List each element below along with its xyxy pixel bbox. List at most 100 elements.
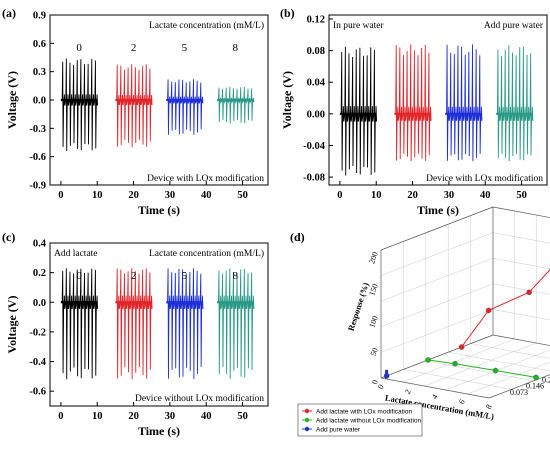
z-tick-label: 50 — [369, 347, 380, 358]
y-tick-label: 0.12 — [307, 14, 325, 25]
annotation-text: Device with LOx modification — [147, 173, 264, 184]
y-tick-label: 0.04 — [307, 78, 326, 89]
panel-label-c: (c) — [2, 230, 15, 244]
y-tick-label: 0.219 — [542, 376, 550, 385]
box-edge — [492, 206, 550, 218]
series-group — [425, 357, 539, 381]
data-point — [452, 360, 458, 367]
voltage-trace — [217, 268, 255, 380]
y-axis-label: Voltage (V) — [5, 296, 19, 354]
group-label: 0 — [76, 270, 82, 282]
trace-group — [60, 268, 99, 380]
series-group — [383, 369, 390, 379]
panel-label-d: (d) — [290, 230, 305, 244]
x-tick-label: 40 — [480, 190, 491, 201]
y-tick-label: 0.9 — [33, 11, 46, 22]
series-line — [461, 269, 550, 348]
plot-frame — [49, 242, 269, 407]
legend-entry: Add lactate without LOx modification — [316, 417, 422, 424]
x-tick-label: 40 — [201, 411, 212, 422]
box-edge — [380, 206, 494, 251]
legend: Add lactate with LOx modification Add lac… — [297, 403, 423, 437]
group-label: 2 — [131, 42, 137, 54]
voltage-trace — [496, 45, 534, 162]
voltage-trace — [445, 44, 483, 162]
x-tick-label: 8 — [484, 403, 494, 411]
x-tick-label: 50 — [516, 190, 527, 201]
z-tick-label: 0 — [370, 379, 380, 386]
grid-line — [445, 349, 550, 391]
y-tick-label: 0.00 — [307, 109, 325, 120]
legend-box — [297, 403, 423, 437]
grid-line — [402, 338, 515, 383]
group-label: 8 — [233, 270, 239, 282]
panel-1: 0 10 20 30 40 50 -0.08 -0.04 0.00 0.04 0.08 0.12 Tim… — [280, 14, 548, 217]
x-tick-label: 0 — [58, 411, 63, 422]
group-label: 5 — [182, 270, 188, 282]
z-tick-label: 150 — [367, 283, 380, 297]
x-tick-label: 30 — [165, 411, 176, 422]
y-tick-label: -0.6 — [29, 152, 46, 163]
grid-line — [492, 232, 550, 244]
series-line — [427, 359, 537, 378]
legend-entry: Add pure water — [316, 426, 361, 433]
data-point — [485, 307, 492, 314]
y-tick-label: -0.9 — [29, 181, 46, 192]
group-label: 8 — [233, 42, 239, 54]
y-tick-label: 0.073 — [510, 388, 528, 397]
annotation-text: Add lactate — [54, 249, 98, 259]
y-axis-label: Voltage (V) — [5, 71, 19, 129]
voltage-trace — [217, 86, 255, 124]
panel-label-a: (a) — [2, 6, 16, 20]
z-tick-label: 200 — [367, 251, 380, 265]
x-tick-label: 10 — [92, 190, 103, 201]
grid-line — [380, 232, 494, 276]
y-tick-label: -0.4 — [29, 357, 46, 368]
x-tick-label: 10 — [371, 190, 382, 201]
voltage-trace — [166, 79, 204, 135]
x-tick-label: 20 — [128, 190, 139, 201]
grid-line — [380, 309, 494, 353]
voltage-trace — [166, 268, 204, 380]
x-axis-label: Time (s) — [138, 203, 180, 217]
legend-swatch-marker — [304, 426, 310, 432]
box-edge — [492, 334, 550, 346]
trace-group — [115, 64, 153, 148]
grid-line — [448, 352, 550, 372]
group-label: 5 — [182, 42, 188, 54]
x-tick-label: 40 — [201, 190, 212, 201]
x-tick-label: 10 — [92, 411, 103, 422]
group-label: 0 — [76, 42, 82, 54]
grid-line — [380, 258, 494, 302]
annotation-text: Lactate concentration (mM/L) — [149, 20, 264, 31]
x-tick-label: 50 — [237, 411, 248, 422]
trace-group — [394, 44, 432, 162]
trace-group — [217, 86, 255, 124]
y-tick-label: 0.4 — [33, 239, 47, 250]
annotation-text: Device with LOx modification — [426, 173, 543, 184]
trace-group — [445, 44, 483, 162]
legend-swatch-marker — [304, 408, 310, 414]
x-tick-label: 4 — [430, 393, 440, 401]
plot-frame — [328, 14, 548, 186]
z-tick-label: 100 — [367, 315, 380, 329]
annotation-text: In pure water — [333, 21, 384, 31]
voltage-trace — [115, 268, 153, 380]
data-point — [458, 344, 465, 350]
x-tick-label: 2 — [403, 388, 413, 396]
trace-group — [217, 268, 255, 380]
voltage-trace — [394, 44, 432, 162]
box-edge — [380, 334, 494, 379]
data-point — [533, 374, 539, 381]
y-tick-label: -0.3 — [29, 124, 46, 135]
grid-line — [403, 369, 512, 390]
legend-swatch-marker — [304, 417, 310, 423]
x-tick-label: 0 — [337, 190, 342, 201]
trace-group — [496, 45, 534, 162]
x-tick-label: 50 — [237, 190, 248, 201]
y-tick-label: -0.08 — [303, 173, 325, 184]
data-point — [492, 367, 499, 374]
legend-entry: Add lactate with LOx modification — [316, 408, 412, 415]
